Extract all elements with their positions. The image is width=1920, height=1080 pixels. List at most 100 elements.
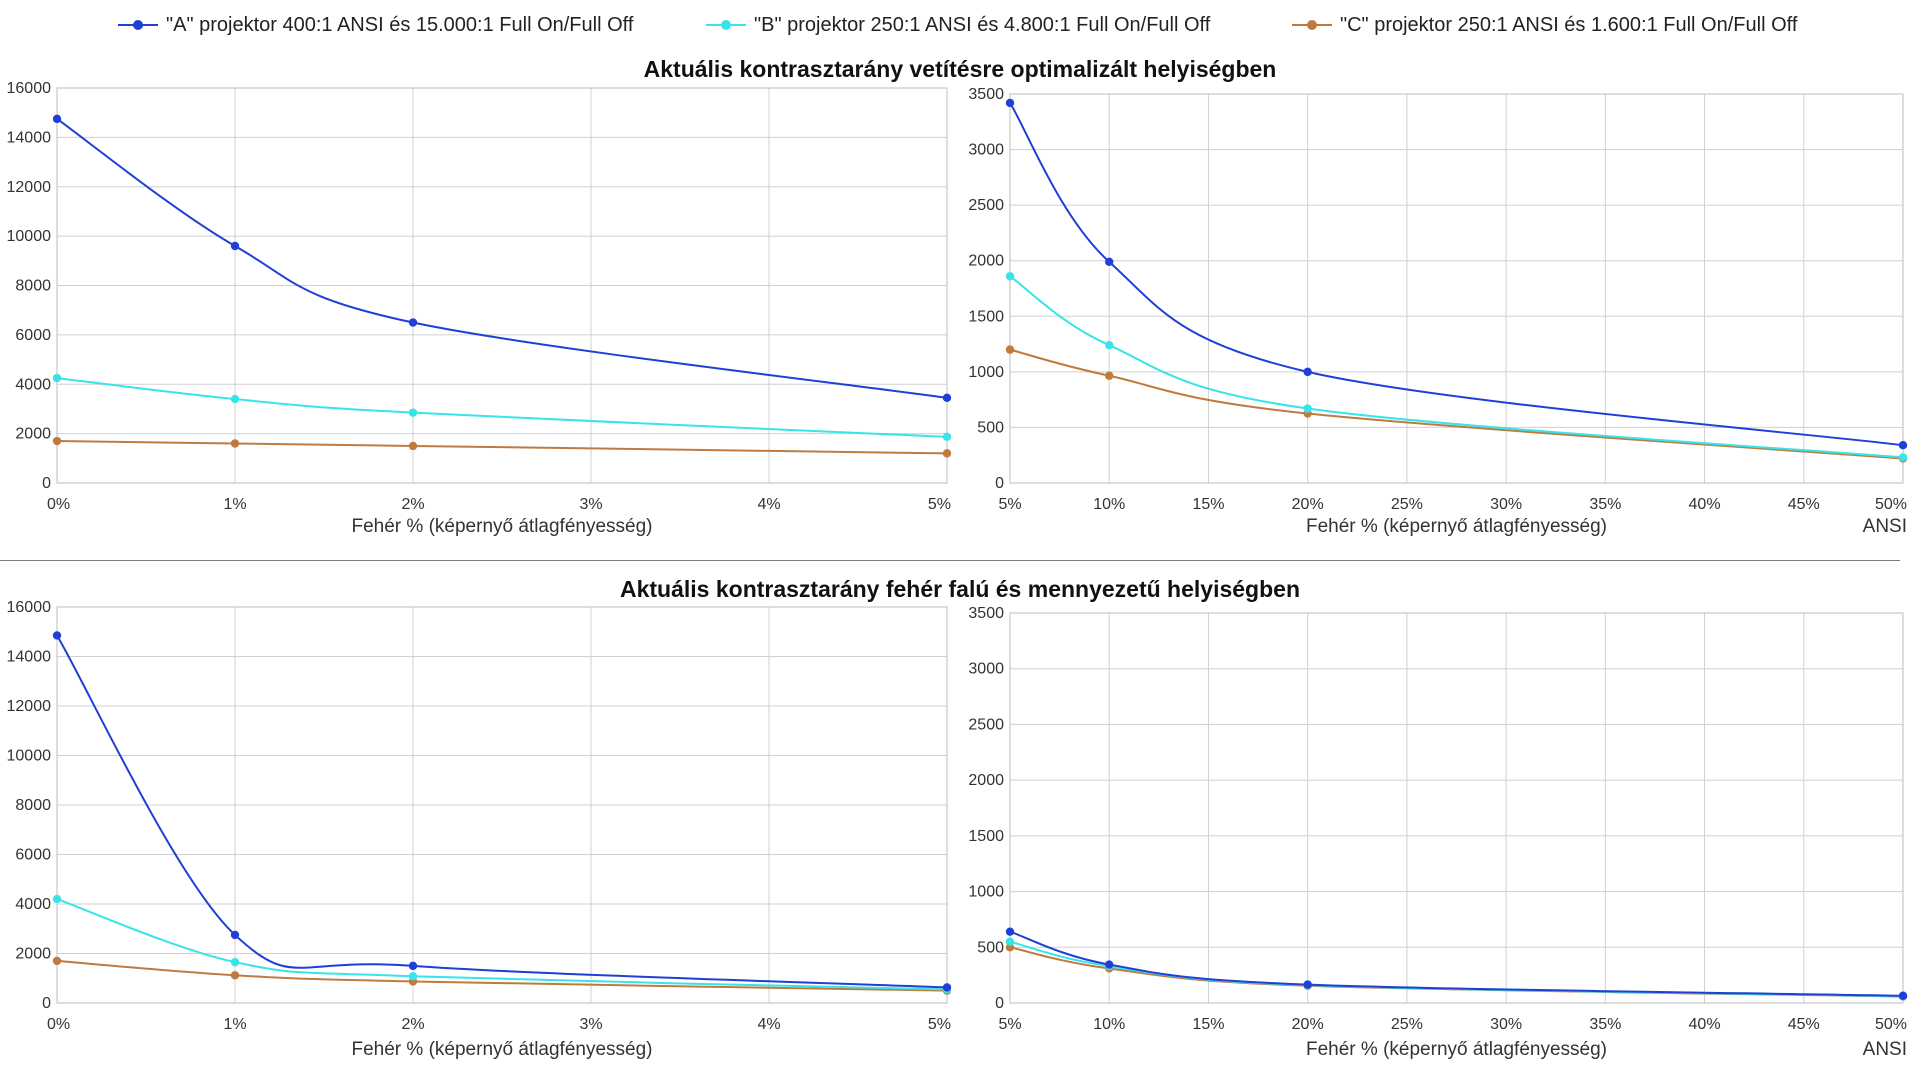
y-tick-label: 4000 (15, 896, 51, 913)
x-tick-label: 10% (1093, 496, 1125, 513)
plot-frame (56, 606, 948, 1004)
section-title-bottom: Aktuális kontrasztarány fehér falú és me… (619, 576, 1300, 602)
y-tick-label: 1000 (968, 884, 1004, 901)
x-tick-label: 50% (1875, 496, 1907, 513)
y-tick-label: 14000 (7, 649, 52, 666)
x-tick-label: 20% (1292, 1016, 1324, 1033)
plot-bottom-left: 0 2000 4000 6000 8000 10000 12000 14000 16000 0% 1… (7, 599, 952, 1060)
legend-label-c: "C" projektor 250:1 ANSI és 1.600:1 Full… (1340, 13, 1798, 36)
x-tick-label: 0% (47, 1016, 70, 1033)
x-tick-label: 10% (1093, 1016, 1125, 1033)
data-point-b (52, 373, 62, 383)
y-tick-label: 0 (995, 995, 1004, 1012)
y-tick-label: 16000 (7, 80, 52, 97)
data-point-a (942, 983, 952, 992)
x-axis-label: Fehér % (képernyő átlagfényesség) (352, 1039, 653, 1060)
series-line-a (56, 634, 948, 989)
series-line-c (1009, 348, 1904, 460)
data-point-a (1105, 960, 1114, 969)
section-title-top: Aktuális kontrasztarány vetítésre optima… (643, 56, 1277, 82)
data-point-b (1303, 404, 1312, 413)
legend-item-b: "B" projektor 250:1 ANSI és 4.800:1 Full… (706, 8, 1210, 42)
data-point-a (52, 114, 62, 124)
data-point-a (408, 961, 418, 971)
y-tick-label: 2500 (968, 716, 1004, 733)
plot-top-right: 0 500 1000 1500 2000 2500 3000 3500 5% 10% 15% 20% 2… (968, 86, 1908, 537)
data-point-b (942, 432, 952, 442)
y-tick-label: 2000 (15, 426, 51, 443)
x-tick-label: 5% (998, 496, 1021, 513)
x-tick-label: 5% (998, 1016, 1021, 1033)
data-point-c (942, 449, 952, 458)
data-point-c (1005, 345, 1015, 354)
y-tick-label: 4000 (15, 376, 51, 393)
x-tick-label: 15% (1192, 1016, 1224, 1033)
x-tick-label: 40% (1689, 1016, 1721, 1033)
legend: "A" projektor 400:1 ANSI és 15.000:1 Ful… (0, 8, 1920, 42)
plot-frame (56, 87, 948, 484)
x-tick-label: 40% (1689, 496, 1721, 513)
y-tick-label: 2000 (968, 772, 1004, 789)
x-tick-label: 5% (928, 496, 951, 513)
data-point-c (230, 439, 240, 448)
data-point-b (1898, 453, 1908, 462)
x-tick-label: 5% (928, 1016, 951, 1033)
legend-swatch-c (1292, 8, 1332, 42)
y-tick-label: 6000 (15, 327, 51, 344)
x-axis-label: Fehér % (képernyő átlagfényesség) (1306, 1039, 1607, 1060)
data-point-a (1005, 98, 1015, 108)
legend-label-b: "B" projektor 250:1 ANSI és 4.800:1 Full… (754, 13, 1211, 36)
y-tick-label: 3500 (968, 605, 1004, 622)
data-point-c (52, 436, 62, 446)
x-axis-extra-label: ANSI (1863, 1039, 1907, 1060)
y-tick-label: 1500 (968, 828, 1004, 845)
x-axis-label: Fehér % (képernyő átlagfényesség) (1306, 516, 1607, 537)
x-tick-label: 3% (579, 1016, 602, 1033)
x-tick-label: 35% (1589, 1016, 1621, 1033)
data-point-b (230, 394, 240, 404)
data-point-b (408, 408, 418, 417)
y-tick-label: 1000 (968, 364, 1004, 381)
y-tick-label: 12000 (7, 179, 52, 196)
x-tick-label: 2% (401, 496, 424, 513)
data-point-a (1898, 991, 1908, 1000)
series-line-a (56, 118, 948, 399)
y-tick-label: 2000 (15, 946, 51, 963)
x-tick-label: 4% (757, 496, 780, 513)
data-point-b (230, 957, 240, 967)
data-point-a (52, 631, 62, 640)
series-line-c (56, 440, 948, 455)
y-tick-label: 500 (977, 939, 1004, 956)
y-tick-label: 2000 (968, 253, 1004, 270)
x-tick-label: 20% (1292, 496, 1324, 513)
data-point-b (1105, 340, 1114, 350)
data-point-b (1005, 272, 1015, 281)
series-line-b (56, 377, 948, 438)
data-point-c (230, 971, 240, 980)
series-line-a (1009, 930, 1904, 997)
x-tick-label: 30% (1490, 1016, 1522, 1033)
x-tick-label: 1% (223, 1016, 246, 1033)
data-point-a (230, 241, 240, 251)
y-tick-label: 16000 (7, 599, 52, 616)
y-tick-label: 3000 (968, 661, 1004, 678)
x-tick-label: 30% (1490, 496, 1522, 513)
data-point-a (942, 393, 952, 403)
x-tick-label: 25% (1391, 496, 1423, 513)
y-tick-label: 6000 (15, 847, 51, 864)
data-point-c (1105, 371, 1114, 380)
data-point-a (1105, 257, 1114, 267)
x-tick-label: 2% (401, 1016, 424, 1033)
x-tick-label: 50% (1875, 1016, 1907, 1033)
data-point-c (52, 956, 62, 966)
plot-frame (1009, 612, 1904, 1004)
plot-top-left: 0 2000 4000 6000 8000 10000 12000 14000 16000 0% 1… (7, 80, 952, 537)
y-tick-label: 10000 (7, 748, 52, 765)
y-tick-label: 3000 (968, 142, 1004, 159)
legend-item-c: "C" projektor 250:1 ANSI és 1.600:1 Full… (1292, 8, 1797, 42)
data-point-a (230, 930, 240, 940)
y-tick-label: 14000 (7, 129, 52, 146)
series-line-c (56, 959, 948, 992)
y-tick-label: 10000 (7, 228, 52, 245)
